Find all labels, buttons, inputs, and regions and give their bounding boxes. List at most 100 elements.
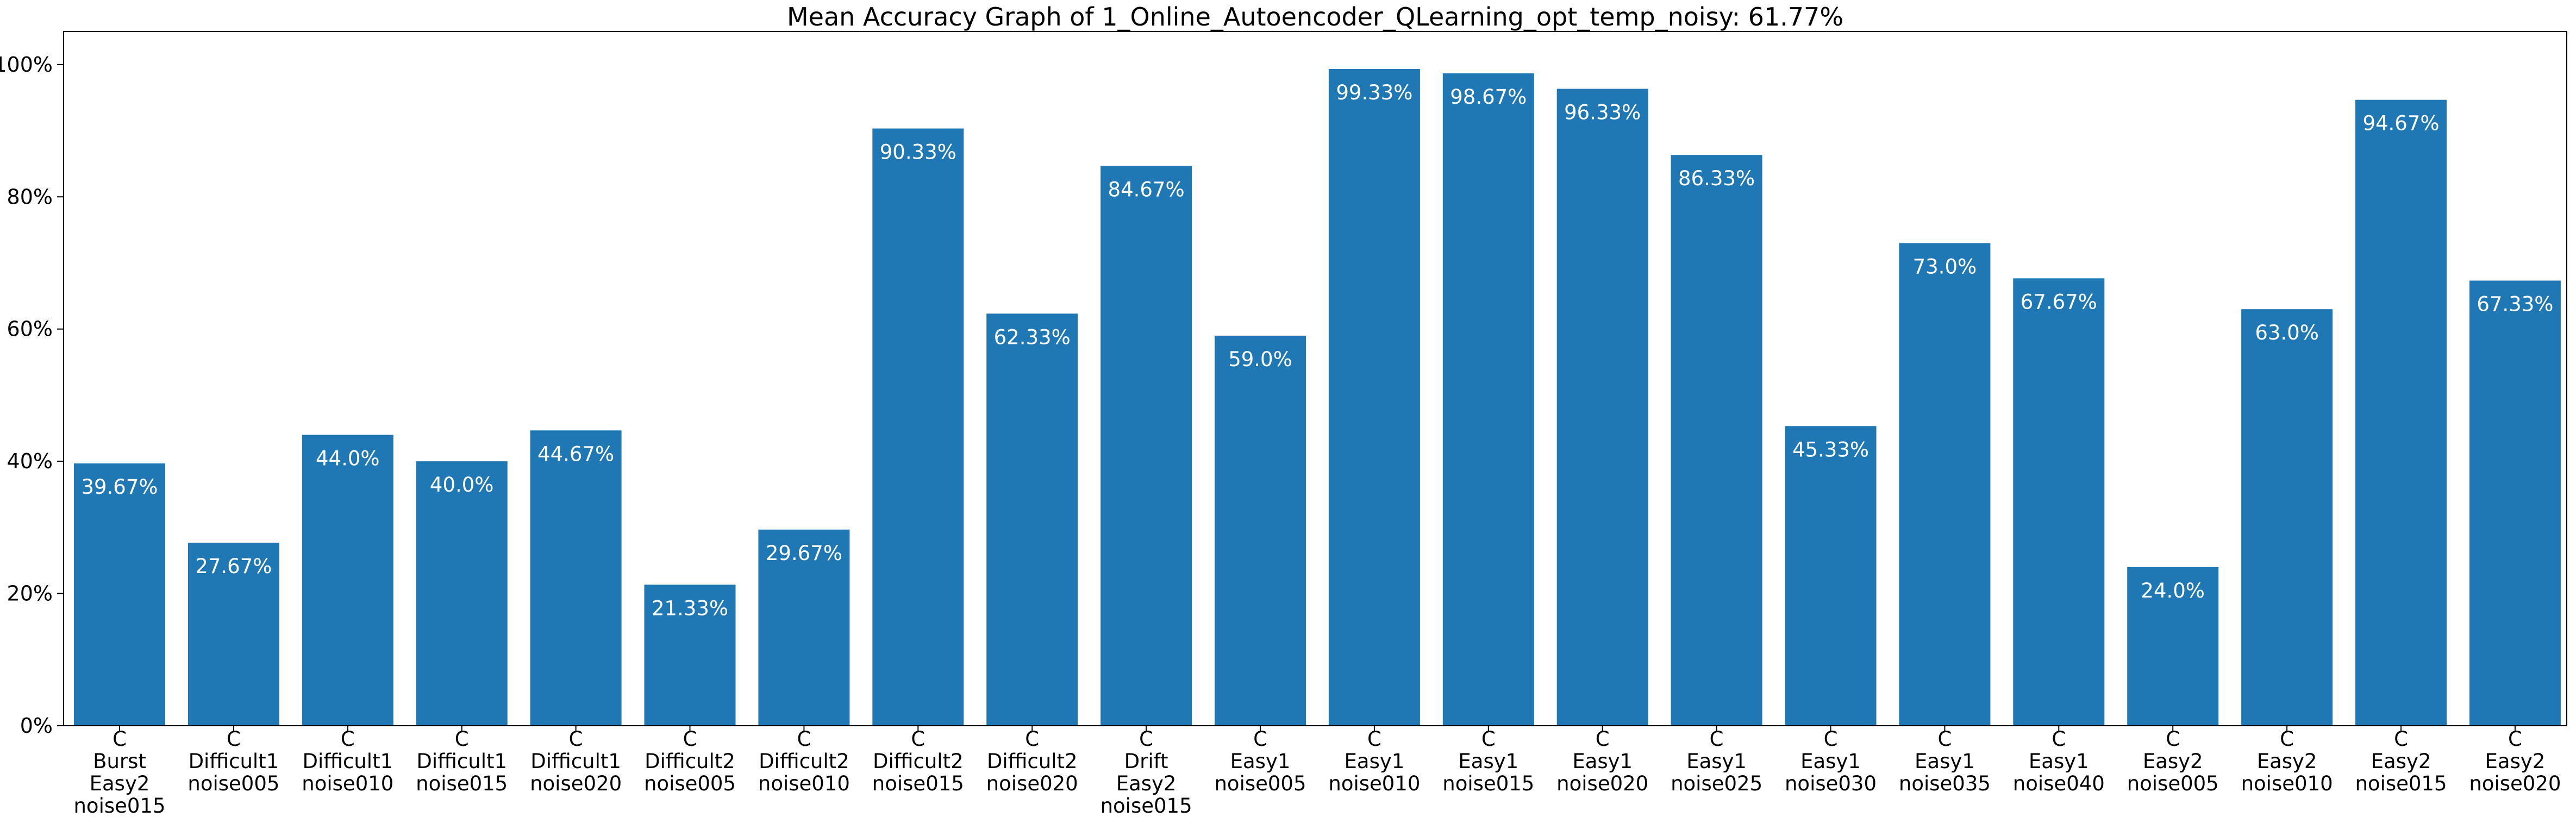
bars xyxy=(74,69,2561,726)
bar xyxy=(758,529,850,726)
y-tick-label: 100% xyxy=(0,53,53,77)
x-tick-label: C xyxy=(1139,727,1153,751)
x-tick-label: Difficult2 xyxy=(873,750,964,773)
bar xyxy=(1215,335,1306,726)
x-tick-label: C xyxy=(569,727,583,751)
x-tick-label: C xyxy=(2280,727,2294,751)
x-tick-label: Difficult1 xyxy=(302,750,393,773)
x-tick-label: C xyxy=(1937,727,1952,751)
x-tick-label: noise010 xyxy=(2241,772,2333,795)
x-tick-label: Easy2 xyxy=(2143,750,2203,773)
bar xyxy=(1328,69,1420,726)
x-tick-label: noise005 xyxy=(644,772,736,795)
x-tick-label: Difficult1 xyxy=(416,750,507,773)
x-tick-label: C xyxy=(341,727,355,751)
y-tick-label: 80% xyxy=(7,185,53,209)
x-tick-label: noise005 xyxy=(187,772,279,795)
y-tick-label: 40% xyxy=(7,449,53,473)
bar-value-label: 94.67% xyxy=(2362,112,2439,135)
bar xyxy=(1671,155,1762,726)
x-tick-label: Easy1 xyxy=(2029,750,2089,773)
x-tick-label: noise020 xyxy=(530,772,622,795)
bar-value-label: 98.67% xyxy=(1450,85,1527,109)
bar-value-label: 21.33% xyxy=(652,596,728,620)
bar-value-label: 39.67% xyxy=(81,475,158,499)
x-tick-label: noise005 xyxy=(2127,772,2219,795)
y-tick-label: 0% xyxy=(20,714,53,738)
bar-value-label: 90.33% xyxy=(880,141,956,164)
bar xyxy=(2241,309,2333,726)
x-tick-label: noise015 xyxy=(1442,772,1534,795)
x-tick-label: noise030 xyxy=(1785,772,1877,795)
bar xyxy=(416,461,508,726)
x-tick-label: noise020 xyxy=(1556,772,1648,795)
bar xyxy=(872,128,964,726)
x-tick-label: Easy2 xyxy=(2257,750,2317,773)
bar xyxy=(187,543,279,726)
x-tick-label: Easy1 xyxy=(1915,750,1975,773)
y-axis: 0% 20% 40% 60% 80% 100% xyxy=(0,53,64,738)
bar-value-label: 59.0% xyxy=(1228,348,1292,371)
x-tick-label: Easy1 xyxy=(1572,750,1633,773)
bar xyxy=(2355,99,2447,726)
x-tick-label: Easy2 xyxy=(2485,750,2546,773)
bar xyxy=(2013,278,2105,726)
x-tick-label: Difficult2 xyxy=(759,750,849,773)
x-tick-label: noise010 xyxy=(302,772,393,795)
x-tick-label: Easy2 xyxy=(1116,772,1177,795)
bar-value-label: 45.33% xyxy=(1792,438,1869,461)
x-tick-label: C xyxy=(797,727,811,751)
bar xyxy=(2469,280,2561,726)
bar xyxy=(1101,166,1192,726)
x-tick-label: C xyxy=(1481,727,1496,751)
x-tick-label: noise005 xyxy=(1214,772,1306,795)
x-tick-label: C xyxy=(1824,727,1838,751)
x-tick-label: noise010 xyxy=(1328,772,1420,795)
x-tick-label: Easy1 xyxy=(1800,750,1861,773)
x-tick-label: noise010 xyxy=(758,772,850,795)
bar xyxy=(2127,567,2219,726)
bar-value-label: 86.33% xyxy=(1678,167,1755,190)
x-tick-label: Difficult2 xyxy=(987,750,1078,773)
x-tick-label: noise040 xyxy=(2013,772,2105,795)
x-tick-label: C xyxy=(911,727,925,751)
bar-value-label: 99.33% xyxy=(1336,81,1412,104)
x-tick-label: C xyxy=(455,727,469,751)
bar-value-label: 62.33% xyxy=(994,325,1071,349)
y-tick-label: 60% xyxy=(7,317,53,341)
x-tick-label: C xyxy=(112,727,127,751)
bar-value-label: 67.67% xyxy=(2021,290,2097,313)
x-tick-label: noise015 xyxy=(1101,794,1192,815)
bar-value-label: 73.0% xyxy=(1913,255,1977,278)
bar xyxy=(1899,243,1991,726)
x-tick-label: noise020 xyxy=(2469,772,2561,795)
y-tick-label: 20% xyxy=(7,582,53,606)
x-tick-label: C xyxy=(1367,727,1381,751)
x-tick-label: C xyxy=(2052,727,2066,751)
x-tick-label: C xyxy=(1596,727,1610,751)
x-tick-label: noise015 xyxy=(2355,772,2447,795)
x-tick-label: Drift xyxy=(1124,750,1168,773)
bar-value-label: 24.0% xyxy=(2141,579,2205,602)
bar-value-label: 44.0% xyxy=(316,447,380,470)
bar xyxy=(1785,426,1877,726)
x-tick-label: Easy1 xyxy=(1686,750,1747,773)
bar-value-label: 29.67% xyxy=(766,542,842,565)
x-tick-label: noise015 xyxy=(872,772,964,795)
x-tick-label: Burst xyxy=(93,750,146,773)
x-tick-label: C xyxy=(1253,727,1267,751)
x-tick-label: C xyxy=(2394,727,2408,751)
bar xyxy=(302,435,393,726)
x-tick-label: C xyxy=(2508,727,2522,751)
x-tick-label: Easy2 xyxy=(90,772,150,795)
x-tick-label: Difficult2 xyxy=(645,750,735,773)
plot-frame xyxy=(63,31,2567,726)
x-tick-label: C xyxy=(227,727,241,751)
x-tick-label: Easy2 xyxy=(2371,750,2431,773)
x-tick-label: C xyxy=(2166,727,2180,751)
x-tick-label: noise035 xyxy=(1899,772,1991,795)
bar xyxy=(1556,89,1648,726)
x-tick-label: noise025 xyxy=(1671,772,1762,795)
